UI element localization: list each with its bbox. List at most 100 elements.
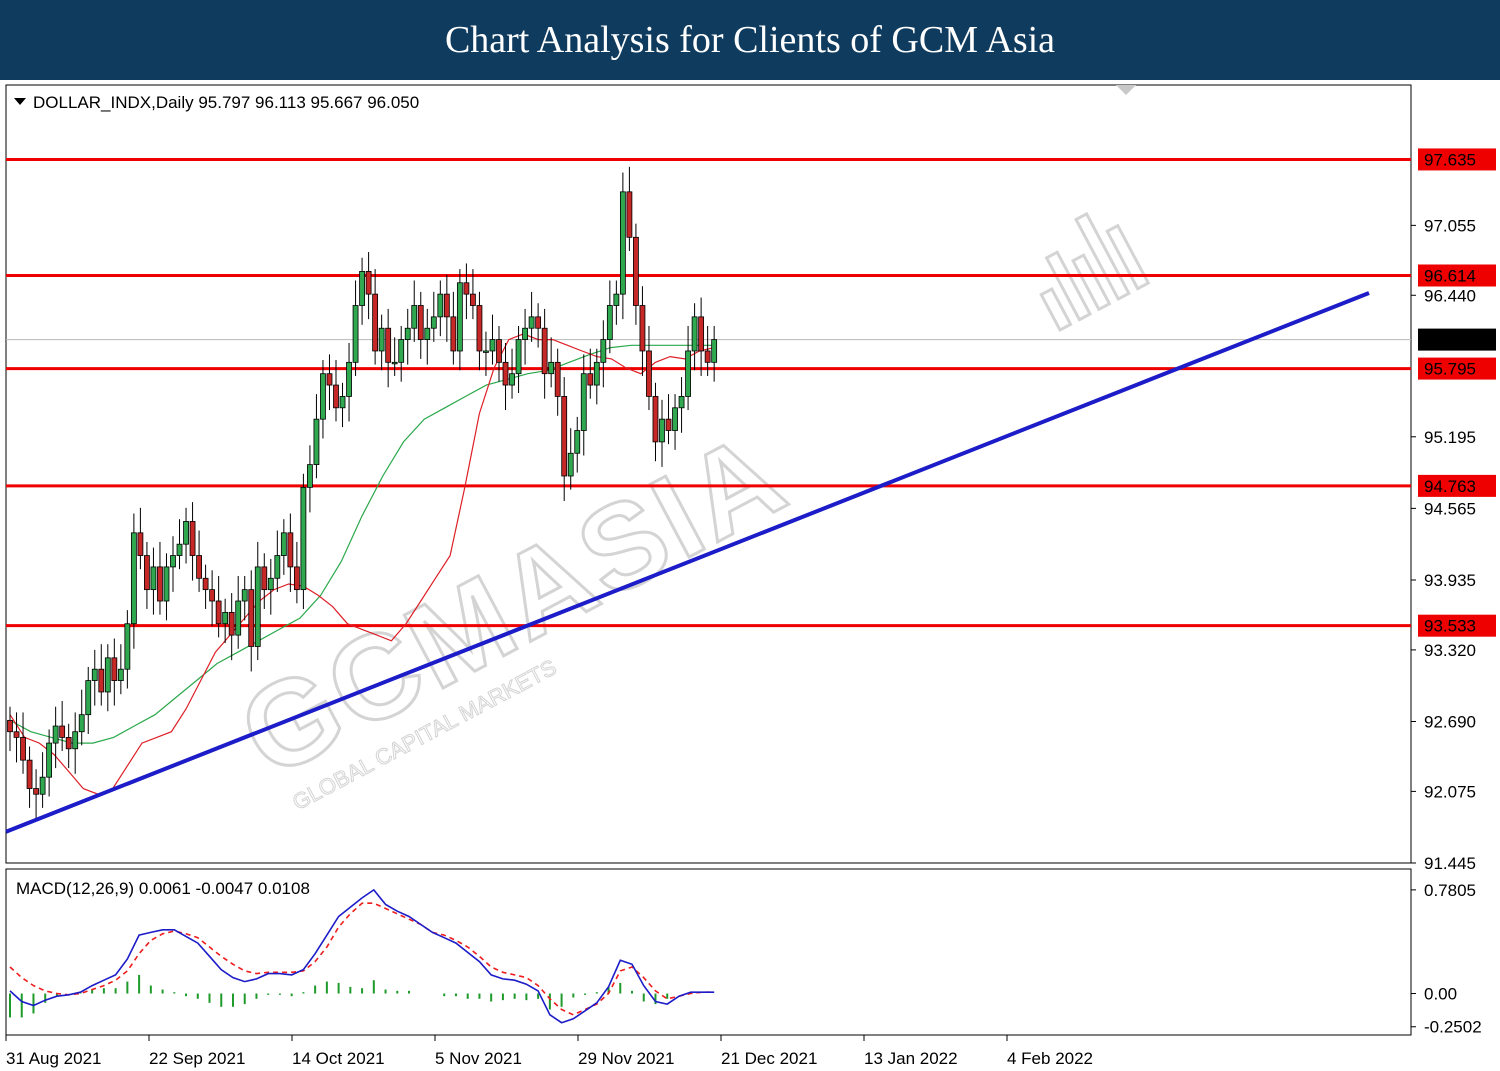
candle-body xyxy=(430,316,437,329)
candle-body xyxy=(202,577,209,591)
candle-body xyxy=(209,589,216,602)
candle-body xyxy=(59,725,66,738)
candle-body xyxy=(665,418,672,431)
macd-panel: 31 Aug 2021 22 Sep 2021 14 Oct 2021 5 Nov 2… xyxy=(5,868,1482,1068)
candle-body xyxy=(404,327,411,340)
candle-body xyxy=(144,555,150,591)
candle-body xyxy=(20,737,26,761)
level-price-label: 94.763 xyxy=(1424,477,1476,496)
date-label: 13 Jan 2022 xyxy=(864,1049,958,1068)
candle-body xyxy=(476,305,483,352)
candle-body xyxy=(619,191,626,295)
candle-body xyxy=(117,668,124,681)
candle-body xyxy=(39,776,46,795)
banner-title: Chart Analysis for Clients of GCM Asia xyxy=(444,19,1056,61)
price-panel-frame xyxy=(5,84,1412,864)
candle-body xyxy=(398,339,405,363)
price-tick-label: 92.075 xyxy=(1424,782,1476,801)
dropdown-arrow-icon xyxy=(14,98,26,105)
candle-body xyxy=(85,680,92,716)
current-price-label: 96.050 xyxy=(1424,331,1476,350)
price-panel: DOLLAR_INDX,Daily 95.797 96.113 95.667 9… xyxy=(5,84,1496,873)
candle-body xyxy=(104,657,111,693)
candle-body xyxy=(535,316,542,329)
candle-body xyxy=(698,316,705,352)
candle-body xyxy=(515,339,522,375)
level-price-badge xyxy=(1418,614,1496,637)
candle-body xyxy=(496,339,502,363)
candle-body xyxy=(33,788,39,795)
candle-body xyxy=(613,293,620,306)
price-tick-label: 91.445 xyxy=(1424,854,1476,873)
candle-body xyxy=(678,396,685,409)
candle-body xyxy=(391,361,398,365)
candle-body xyxy=(606,305,613,340)
candle-body xyxy=(548,361,555,375)
watermark-bar xyxy=(1071,253,1112,312)
candle-body xyxy=(489,339,496,352)
candle-body xyxy=(176,543,183,556)
candle-body xyxy=(554,361,561,397)
macd-tick-label: -0.2502 xyxy=(1424,1018,1482,1037)
candle-body xyxy=(365,271,372,295)
macd-info: MACD(12,26,9) 0.0061 -0.0047 0.0108 xyxy=(16,879,310,898)
candle-body xyxy=(326,373,333,386)
candle-body xyxy=(378,327,385,352)
candle-body xyxy=(313,418,320,466)
price-tick-label: 97.055 xyxy=(1424,216,1476,235)
date-label: 29 Nov 2021 xyxy=(578,1049,674,1068)
candle-body xyxy=(691,316,698,352)
candle-body xyxy=(385,327,392,363)
candle-body xyxy=(124,623,131,670)
candle-body xyxy=(417,305,424,340)
candle-body xyxy=(339,396,346,409)
candle-body xyxy=(267,577,274,591)
candle-body xyxy=(130,532,137,625)
candle-body xyxy=(137,532,144,556)
candle-body xyxy=(189,521,196,556)
candle-body xyxy=(646,350,652,397)
candle-body xyxy=(46,742,53,778)
candle-body xyxy=(470,293,476,306)
candle-body xyxy=(98,668,105,693)
candle-body xyxy=(685,350,691,397)
candle-body xyxy=(437,293,444,318)
candle-body xyxy=(522,327,528,340)
candle-body xyxy=(170,555,176,568)
watermark-bar xyxy=(1044,250,1093,322)
candle-body xyxy=(196,555,202,579)
candle-body xyxy=(65,737,72,750)
candle-body xyxy=(450,316,457,352)
level-price-badge xyxy=(1418,148,1496,171)
candle-body xyxy=(528,316,535,329)
candle-body xyxy=(111,657,118,681)
candle-body xyxy=(228,611,235,636)
candle-body xyxy=(711,339,718,363)
level-price-label: 95.795 xyxy=(1424,360,1476,379)
price-tick-label: 93.320 xyxy=(1424,641,1476,660)
candle-body xyxy=(561,396,568,477)
candle-body xyxy=(502,361,509,386)
candle-body xyxy=(163,566,170,602)
price-tick-label: 96.440 xyxy=(1424,286,1476,305)
candle-body xyxy=(261,566,268,591)
candle-body xyxy=(183,521,189,545)
price-tick-label: 93.935 xyxy=(1424,571,1476,590)
candle-body xyxy=(91,668,98,681)
current-price-badge xyxy=(1418,328,1496,351)
candle-body xyxy=(287,532,294,568)
candle-body xyxy=(704,350,711,363)
date-label: 31 Aug 2021 xyxy=(6,1049,101,1068)
candle-body xyxy=(456,282,463,352)
candle-body xyxy=(300,486,307,591)
price-tick-label: 92.690 xyxy=(1424,712,1476,731)
candle-body xyxy=(352,305,359,363)
candle-body xyxy=(593,361,600,386)
level-price-badge xyxy=(1418,474,1496,497)
candle-body xyxy=(150,566,157,591)
candle-body xyxy=(672,407,678,431)
title-banner: Chart Analysis for Clients of GCM Asia xyxy=(0,0,1500,80)
candle-body xyxy=(600,339,607,363)
candle-body xyxy=(254,566,261,647)
candle-body xyxy=(280,532,287,556)
